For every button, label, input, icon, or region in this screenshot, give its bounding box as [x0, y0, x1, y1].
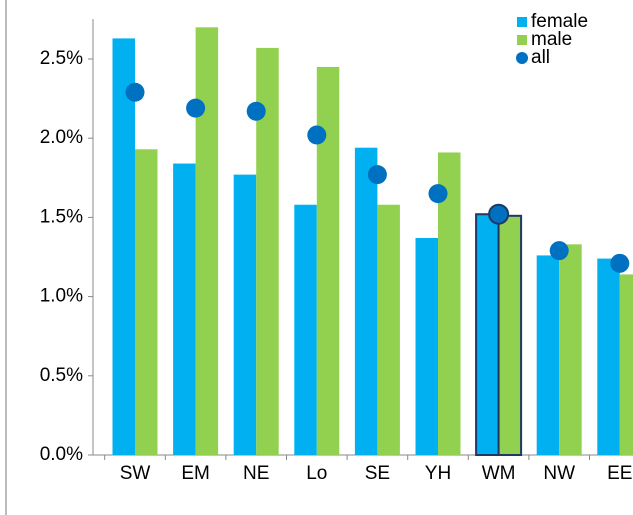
dot: [125, 82, 145, 102]
bar: [536, 255, 560, 455]
bar: [438, 152, 461, 455]
x-tick-label: NW: [543, 463, 575, 484]
bar: [112, 38, 135, 456]
dot: [367, 165, 387, 185]
bar: [619, 274, 633, 455]
legend-label: male: [531, 29, 572, 50]
y-tick-label: 0.0%: [40, 444, 83, 465]
y-tick-label: 1.5%: [40, 206, 83, 227]
y-tick-label: 0.5%: [40, 365, 83, 386]
x-tick-label: Lo: [306, 463, 327, 484]
bar: [173, 163, 196, 455]
legend-swatch: [516, 52, 528, 64]
y-tick-label: 1.0%: [40, 286, 83, 307]
legend-label: female: [531, 11, 588, 32]
y-tick-label: 2.0%: [40, 127, 83, 148]
x-tick-label: YH: [425, 463, 451, 484]
dot: [246, 101, 266, 121]
bar: [559, 244, 582, 455]
dot: [307, 125, 327, 145]
bar: [377, 204, 400, 455]
dot: [186, 98, 206, 118]
bar: [497, 214, 523, 456]
y-tick-label: 2.5%: [40, 48, 83, 69]
x-tick-label: WM: [482, 463, 516, 484]
bar: [415, 237, 438, 455]
dot: [488, 203, 510, 225]
bar: [256, 47, 279, 456]
legend-swatch: [517, 35, 527, 45]
dot: [549, 241, 569, 261]
bar: [195, 27, 219, 455]
x-tick-label: EM: [181, 463, 210, 484]
x-tick-label: EE: [607, 463, 632, 484]
x-tick-label: SW: [120, 463, 151, 484]
bar: [475, 213, 500, 456]
x-tick-label: SE: [365, 463, 390, 484]
bar: [294, 204, 317, 455]
legend-label: all: [531, 47, 550, 68]
dot: [428, 184, 448, 204]
bar: [135, 149, 158, 455]
legend-swatch: [517, 17, 527, 27]
bar: [354, 147, 378, 456]
bar: [233, 174, 257, 455]
x-tick-label: NE: [243, 463, 269, 484]
bar: [597, 258, 620, 455]
bar: [316, 66, 340, 456]
dot: [610, 253, 630, 273]
